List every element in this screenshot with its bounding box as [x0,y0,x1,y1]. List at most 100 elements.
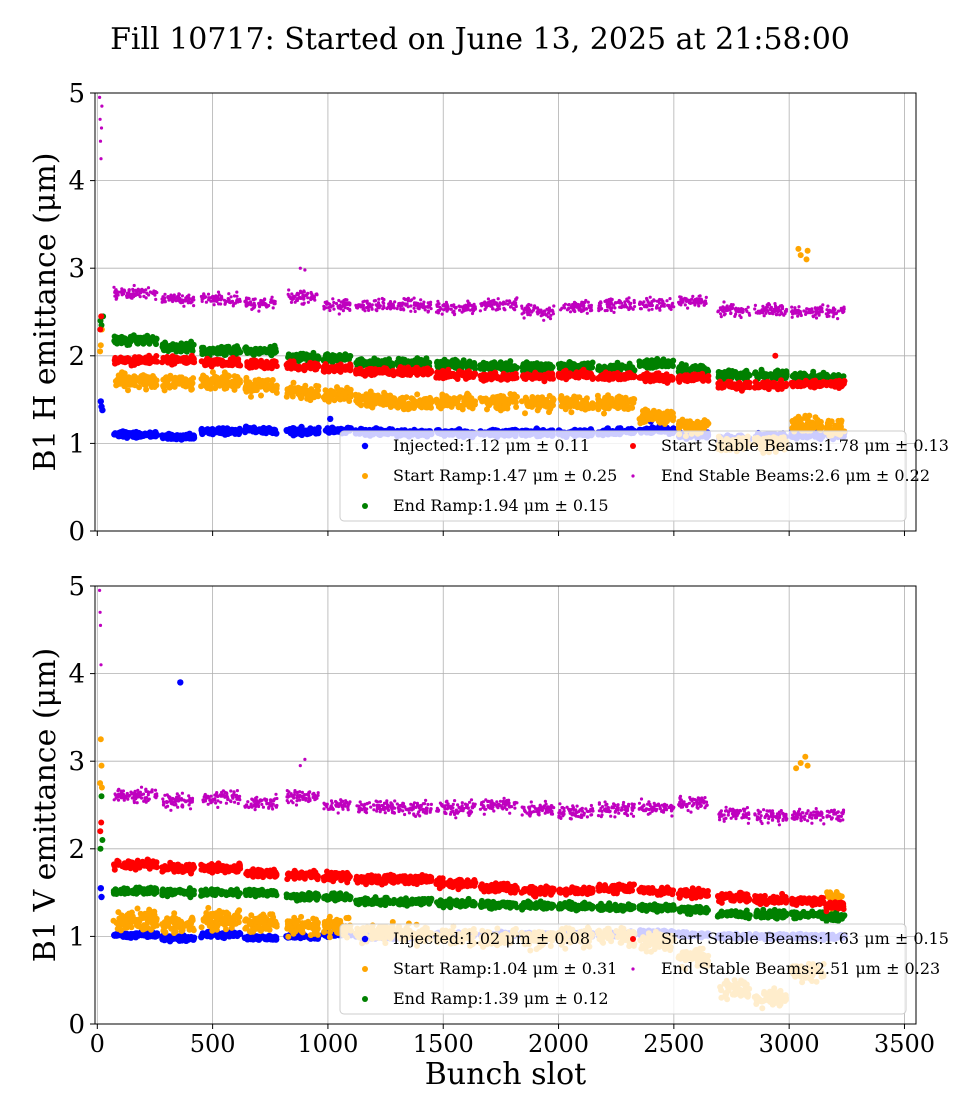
data-point [438,400,445,407]
data-point [521,375,528,382]
data-point [834,422,841,429]
data-point [559,399,566,406]
data-point [180,376,187,383]
data-point [408,360,415,367]
data-point [210,349,217,356]
data-point [590,403,597,410]
data-point [542,399,549,406]
data-point [142,373,149,380]
data-point [231,348,238,355]
data-point [557,371,564,378]
data-point [290,379,297,386]
data-point [161,387,168,394]
data-point [630,399,637,406]
data-point [468,371,475,378]
data-point [339,366,346,373]
data-point [97,348,104,355]
data-point [153,335,160,342]
data-point [518,398,525,405]
data-point [650,363,657,370]
data-point [168,433,175,440]
data-point [273,382,280,389]
data-point [292,353,299,360]
data-point [310,353,317,360]
data-point [594,392,601,399]
data-point [464,399,471,406]
data-point [241,428,249,436]
data-point [244,350,251,356]
data-point [682,362,689,369]
data-point [701,364,708,371]
data-point [497,392,504,399]
data-point [789,419,796,426]
data-point [766,381,773,388]
data-point [131,354,138,361]
data-point [414,391,421,398]
data-point [214,374,221,381]
data-point [265,364,271,371]
data-point [684,418,690,425]
data-point [568,409,575,416]
data-point [500,398,507,404]
data-point [222,361,228,368]
data-point [656,412,663,419]
figure-title: Fill 10717: Started on June 13, 2025 at … [110,22,850,57]
data-point [675,373,682,380]
data-point [223,347,230,354]
data-point [495,364,502,371]
data-point [433,374,440,381]
data-point [292,365,299,371]
data-point [168,357,174,364]
data-point [173,354,180,361]
data-point [446,372,453,379]
data-point [420,366,427,373]
data-point [567,401,574,407]
data-point [173,378,180,385]
series-start_stable [97,313,848,394]
data-point [371,371,378,378]
data-point [660,356,667,363]
data-point [613,397,620,404]
data-point [668,408,675,415]
data-point [315,393,322,400]
data-point [287,429,294,437]
data-point [685,423,692,429]
data-point [249,364,256,371]
data-point [255,427,262,435]
data-point [484,400,491,406]
data-point [440,395,447,402]
data-point [557,362,564,369]
data-point [207,360,214,367]
data-point [814,417,821,424]
data-point [178,356,185,363]
data-point [563,370,570,377]
data-point [641,360,648,366]
data-point [427,370,433,377]
data-point [803,256,810,263]
data-point [798,420,805,427]
data-point [302,382,309,389]
data-point [688,377,695,384]
data-point [367,388,374,395]
data-point [617,376,624,383]
data-point [346,398,353,404]
data-point [642,406,649,413]
data-point [723,380,730,387]
data-point [366,397,373,404]
data-point [400,397,407,404]
data-point [533,425,540,432]
data-point [498,375,505,381]
data-point [372,396,379,402]
data-point [562,362,569,369]
data-point [767,371,774,378]
data-point [801,425,808,432]
data-point [327,394,334,401]
data-point [773,375,780,382]
data-point [596,374,603,381]
data-point [287,363,294,370]
data-point [327,415,334,423]
data-point [209,369,216,376]
data-point [328,366,335,373]
data-point [625,374,631,381]
